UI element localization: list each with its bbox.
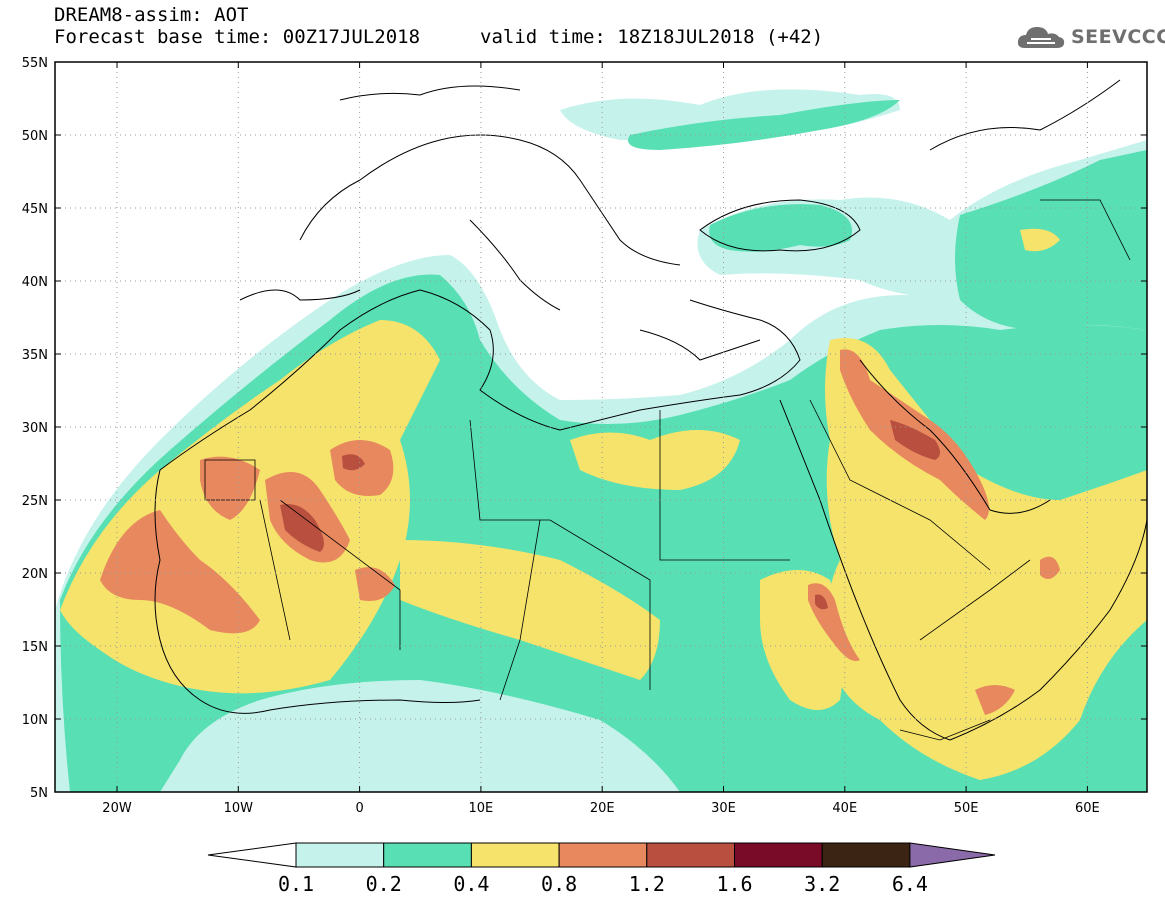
aot-band-0.8 <box>100 510 260 634</box>
lat-axis: 55N 50N 45N 40N 35N 30N 25N 20N 15N 10N 5N <box>22 56 1147 801</box>
lon-label: 40E <box>832 801 857 816</box>
colorbar-under-arrow <box>207 842 297 868</box>
country-borders <box>204 199 1131 741</box>
colorbar-label: 3.2 <box>804 872 841 896</box>
colorbar-swatch <box>470 842 560 868</box>
cloud-icon <box>1017 27 1065 48</box>
lat-label: 35N <box>22 348 48 363</box>
lat-label: 30N <box>22 421 48 436</box>
colorbar-swatch <box>558 842 648 868</box>
colorbar <box>207 842 996 868</box>
lon-label: 30E <box>711 801 736 816</box>
lat-label: 25N <box>22 494 48 509</box>
colorbar-swatch <box>734 842 823 868</box>
colorbar-label: 1.6 <box>716 872 753 896</box>
lon-label: 0 <box>355 801 363 816</box>
lat-label: 5N <box>30 786 48 801</box>
colorbar-label: 0.1 <box>277 872 315 896</box>
coastlines <box>154 79 1147 741</box>
colorbar-label: 0.2 <box>365 872 402 896</box>
seevccc-logo: SEEVCCC <box>1015 20 1165 54</box>
colorbar-swatch <box>821 842 911 868</box>
aot-field <box>55 89 1147 792</box>
colorbar-label: 6.4 <box>891 872 928 896</box>
colorbar-swatch <box>383 842 472 868</box>
lon-label: 10W <box>224 801 254 816</box>
lon-label: 20E <box>590 801 615 816</box>
logo-text: SEEVCCC <box>1071 26 1165 48</box>
lat-label: 45N <box>22 202 48 217</box>
lat-label: 10N <box>22 713 48 728</box>
colorbar-swatch <box>295 842 385 868</box>
lat-label: 40N <box>22 275 48 290</box>
lon-axis: 20W 10W 0 10E 20E 30E 40E 50E 60E <box>102 62 1100 816</box>
graticule <box>55 62 1147 792</box>
colorbar-label: 0.4 <box>453 872 490 896</box>
forecast-base-time: Forecast base time: 00Z17JUL2018 <box>54 26 421 48</box>
colorbar-over-arrow <box>909 842 996 868</box>
colorbar-swatch <box>646 842 735 868</box>
lon-label: 50E <box>954 801 979 816</box>
lat-label: 15N <box>22 640 48 655</box>
colorbar-label: 0.8 <box>541 872 578 896</box>
valid-time: valid time: 18Z18JUL2018 (+42) <box>480 26 824 48</box>
map-title: DREAM8-assim: AOT <box>54 4 249 26</box>
lat-label: 20N <box>22 567 48 582</box>
lon-label: 20W <box>102 801 132 816</box>
lon-label: 60E <box>1075 801 1100 816</box>
lat-label: 50N <box>22 129 48 144</box>
colorbar-label: 1.2 <box>628 872 665 896</box>
lat-label: 55N <box>22 56 48 71</box>
lon-label: 10E <box>469 801 494 816</box>
aot-band-1.2 <box>280 504 324 552</box>
